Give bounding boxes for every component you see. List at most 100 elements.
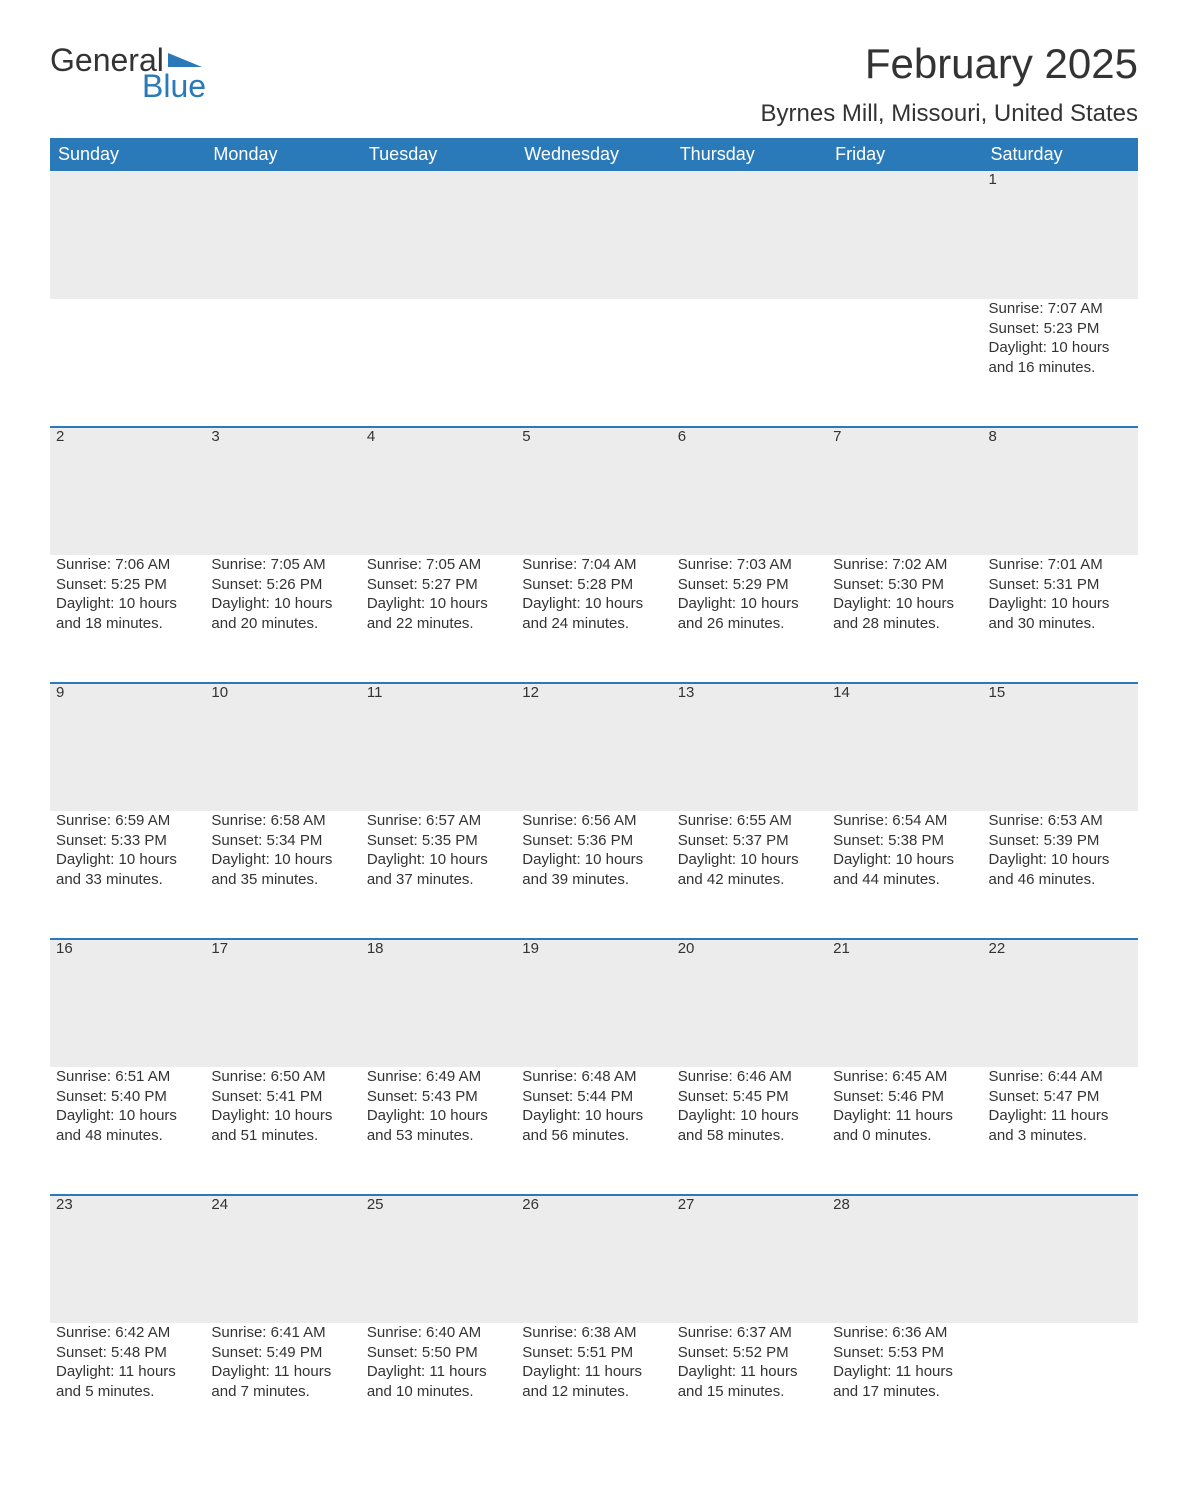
day-number-row: 2345678 xyxy=(50,427,1138,555)
sunset-text: Sunset: 5:40 PM xyxy=(56,1087,199,1107)
sunrise-text: Sunrise: 6:50 AM xyxy=(211,1067,354,1087)
day-number-cell: 8 xyxy=(983,427,1138,555)
daylight-text: Daylight: 10 hours and 56 minutes. xyxy=(522,1106,665,1145)
day-content-row: Sunrise: 6:51 AMSunset: 5:40 PMDaylight:… xyxy=(50,1067,1138,1195)
day-number-cell: 1 xyxy=(983,171,1138,299)
day-content-cell: Sunrise: 7:01 AMSunset: 5:31 PMDaylight:… xyxy=(983,555,1138,683)
calendar-table: Sunday Monday Tuesday Wednesday Thursday… xyxy=(50,138,1138,1451)
location: Byrnes Mill, Missouri, United States xyxy=(761,100,1138,128)
sunrise-text: Sunrise: 7:06 AM xyxy=(56,555,199,575)
sunrise-text: Sunrise: 6:45 AM xyxy=(833,1067,976,1087)
daylight-text: Daylight: 10 hours and 53 minutes. xyxy=(367,1106,510,1145)
sunset-text: Sunset: 5:27 PM xyxy=(367,575,510,595)
day-number-cell: 23 xyxy=(50,1195,205,1323)
day-content-cell xyxy=(205,299,360,427)
day-content-cell: Sunrise: 7:05 AMSunset: 5:27 PMDaylight:… xyxy=(361,555,516,683)
day-number-cell: 6 xyxy=(672,427,827,555)
day-number-cell: 20 xyxy=(672,939,827,1067)
day-number-cell: 10 xyxy=(205,683,360,811)
day-number-cell: 25 xyxy=(361,1195,516,1323)
day-content-cell: Sunrise: 6:57 AMSunset: 5:35 PMDaylight:… xyxy=(361,811,516,939)
day-number-cell: 7 xyxy=(827,427,982,555)
day-content-cell: Sunrise: 6:50 AMSunset: 5:41 PMDaylight:… xyxy=(205,1067,360,1195)
daylight-text: Daylight: 11 hours and 12 minutes. xyxy=(522,1362,665,1401)
day-number-cell: 26 xyxy=(516,1195,671,1323)
sunrise-text: Sunrise: 6:41 AM xyxy=(211,1323,354,1343)
day-number-cell: 9 xyxy=(50,683,205,811)
day-number-cell: 3 xyxy=(205,427,360,555)
daylight-text: Daylight: 11 hours and 17 minutes. xyxy=(833,1362,976,1401)
daylight-text: Daylight: 10 hours and 35 minutes. xyxy=(211,850,354,889)
day-content-row: Sunrise: 6:42 AMSunset: 5:48 PMDaylight:… xyxy=(50,1323,1138,1451)
day-content-cell xyxy=(672,299,827,427)
day-number-row: 9101112131415 xyxy=(50,683,1138,811)
sunset-text: Sunset: 5:51 PM xyxy=(522,1343,665,1363)
daylight-text: Daylight: 10 hours and 26 minutes. xyxy=(678,594,821,633)
day-number-cell: 21 xyxy=(827,939,982,1067)
sunset-text: Sunset: 5:49 PM xyxy=(211,1343,354,1363)
day-content-cell: Sunrise: 7:04 AMSunset: 5:28 PMDaylight:… xyxy=(516,555,671,683)
day-number-cell xyxy=(205,171,360,299)
weekday-header: Wednesday xyxy=(516,138,671,171)
logo-text-blue: Blue xyxy=(142,70,206,102)
day-number-cell: 18 xyxy=(361,939,516,1067)
sunset-text: Sunset: 5:30 PM xyxy=(833,575,976,595)
day-content-cell: Sunrise: 6:37 AMSunset: 5:52 PMDaylight:… xyxy=(672,1323,827,1451)
sunset-text: Sunset: 5:46 PM xyxy=(833,1087,976,1107)
day-number-cell xyxy=(361,171,516,299)
day-content-cell: Sunrise: 6:48 AMSunset: 5:44 PMDaylight:… xyxy=(516,1067,671,1195)
day-content-cell: Sunrise: 6:46 AMSunset: 5:45 PMDaylight:… xyxy=(672,1067,827,1195)
weekday-header: Tuesday xyxy=(361,138,516,171)
day-number-row: 16171819202122 xyxy=(50,939,1138,1067)
sunrise-text: Sunrise: 6:40 AM xyxy=(367,1323,510,1343)
title-block: February 2025 Byrnes Mill, Missouri, Uni… xyxy=(761,40,1138,128)
sunset-text: Sunset: 5:26 PM xyxy=(211,575,354,595)
sunset-text: Sunset: 5:36 PM xyxy=(522,831,665,851)
day-content-cell: Sunrise: 7:03 AMSunset: 5:29 PMDaylight:… xyxy=(672,555,827,683)
daylight-text: Daylight: 10 hours and 20 minutes. xyxy=(211,594,354,633)
day-content-cell: Sunrise: 7:07 AMSunset: 5:23 PMDaylight:… xyxy=(983,299,1138,427)
daylight-text: Daylight: 10 hours and 39 minutes. xyxy=(522,850,665,889)
day-number-cell: 17 xyxy=(205,939,360,1067)
daylight-text: Daylight: 10 hours and 44 minutes. xyxy=(833,850,976,889)
day-number-cell: 28 xyxy=(827,1195,982,1323)
day-content-cell: Sunrise: 6:36 AMSunset: 5:53 PMDaylight:… xyxy=(827,1323,982,1451)
sunrise-text: Sunrise: 7:05 AM xyxy=(367,555,510,575)
sunset-text: Sunset: 5:38 PM xyxy=(833,831,976,851)
daylight-text: Daylight: 11 hours and 0 minutes. xyxy=(833,1106,976,1145)
day-number-cell xyxy=(983,1195,1138,1323)
daylight-text: Daylight: 10 hours and 33 minutes. xyxy=(56,850,199,889)
day-content-row: Sunrise: 7:06 AMSunset: 5:25 PMDaylight:… xyxy=(50,555,1138,683)
day-number-cell: 4 xyxy=(361,427,516,555)
sunset-text: Sunset: 5:23 PM xyxy=(989,319,1132,339)
day-content-cell xyxy=(827,299,982,427)
daylight-text: Daylight: 11 hours and 7 minutes. xyxy=(211,1362,354,1401)
day-content-cell: Sunrise: 6:42 AMSunset: 5:48 PMDaylight:… xyxy=(50,1323,205,1451)
weekday-header: Sunday xyxy=(50,138,205,171)
sunrise-text: Sunrise: 7:05 AM xyxy=(211,555,354,575)
sunset-text: Sunset: 5:34 PM xyxy=(211,831,354,851)
daylight-text: Daylight: 10 hours and 51 minutes. xyxy=(211,1106,354,1145)
daylight-text: Daylight: 10 hours and 16 minutes. xyxy=(989,338,1132,377)
sunset-text: Sunset: 5:31 PM xyxy=(989,575,1132,595)
day-number-cell xyxy=(50,171,205,299)
weekday-header: Friday xyxy=(827,138,982,171)
sunrise-text: Sunrise: 6:36 AM xyxy=(833,1323,976,1343)
daylight-text: Daylight: 10 hours and 46 minutes. xyxy=(989,850,1132,889)
sunset-text: Sunset: 5:45 PM xyxy=(678,1087,821,1107)
day-content-cell: Sunrise: 6:56 AMSunset: 5:36 PMDaylight:… xyxy=(516,811,671,939)
sunset-text: Sunset: 5:52 PM xyxy=(678,1343,821,1363)
daylight-text: Daylight: 10 hours and 28 minutes. xyxy=(833,594,976,633)
sunset-text: Sunset: 5:43 PM xyxy=(367,1087,510,1107)
sunrise-text: Sunrise: 6:49 AM xyxy=(367,1067,510,1087)
day-content-cell: Sunrise: 6:55 AMSunset: 5:37 PMDaylight:… xyxy=(672,811,827,939)
day-number-row: 232425262728 xyxy=(50,1195,1138,1323)
daylight-text: Daylight: 10 hours and 30 minutes. xyxy=(989,594,1132,633)
sunrise-text: Sunrise: 6:59 AM xyxy=(56,811,199,831)
sunset-text: Sunset: 5:39 PM xyxy=(989,831,1132,851)
day-number-row: 1 xyxy=(50,171,1138,299)
daylight-text: Daylight: 10 hours and 22 minutes. xyxy=(367,594,510,633)
sunset-text: Sunset: 5:48 PM xyxy=(56,1343,199,1363)
sunrise-text: Sunrise: 6:38 AM xyxy=(522,1323,665,1343)
day-content-cell: Sunrise: 7:06 AMSunset: 5:25 PMDaylight:… xyxy=(50,555,205,683)
